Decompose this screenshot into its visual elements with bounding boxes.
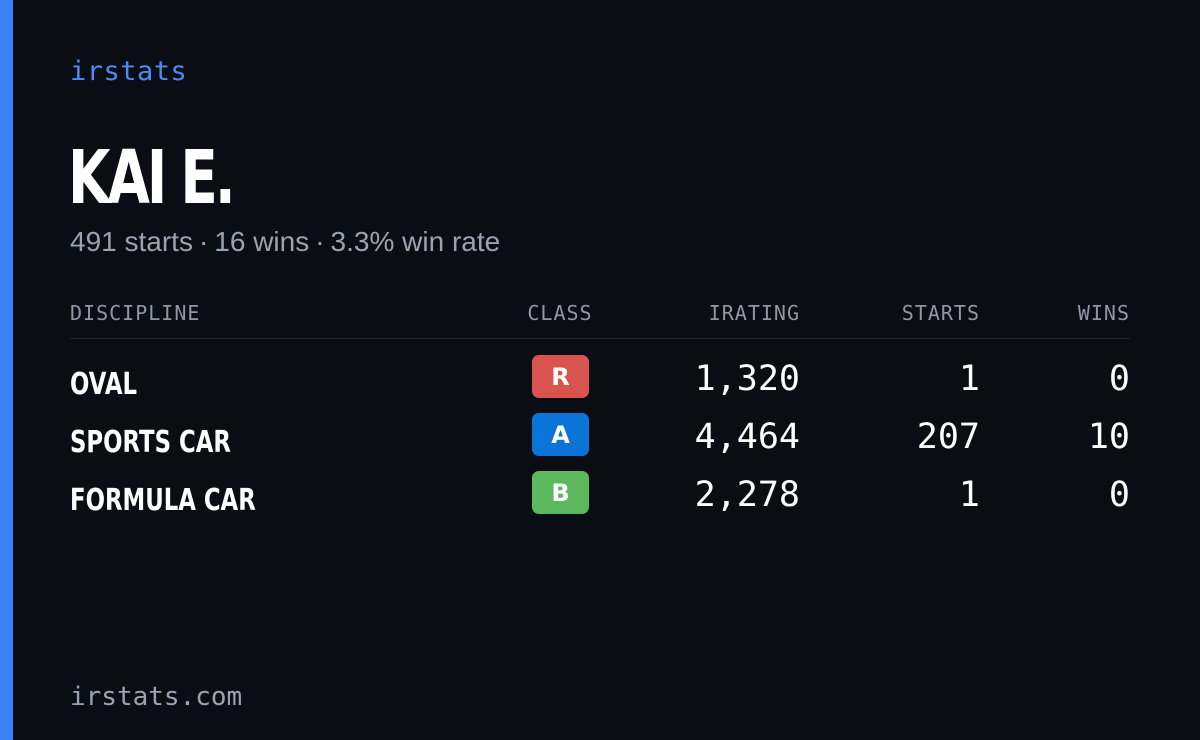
class-badge: R [532,355,589,398]
starts-value: 207 [916,417,980,457]
wins-value: 10 [1087,417,1130,457]
discipline-name: SPORTS CAR [70,425,231,460]
player-name: KAI E. [68,135,236,221]
wins-value: 0 [1108,475,1130,515]
summary-separator: · [315,226,325,257]
accent-bar [0,0,13,740]
class-badge: A [532,413,589,456]
starts-value: 1 [958,359,980,399]
table-header-row: DISCIPLINE CLASS IRATING STARTS WINS [70,300,1130,339]
header-starts: STARTS [901,301,980,325]
discipline-name: FORMULA CAR [70,483,256,518]
win-rate: 3.3% win rate [330,226,501,257]
table-row: SPORTS CAR A 4,464 207 10 [70,413,1130,471]
starts-count: 491 starts [70,226,193,257]
brand-logo-text: irstats [70,56,188,87]
wins-value: 0 [1108,359,1130,399]
discipline-stats-table: DISCIPLINE CLASS IRATING STARTS WINS OVA… [70,300,1130,529]
discipline-name: OVAL [70,367,138,402]
wins-count: 16 wins [214,226,310,257]
irating-value: 4,464 [694,417,800,457]
table-row: FORMULA CAR B 2,278 1 0 [70,471,1130,529]
starts-value: 1 [958,475,980,515]
header-class: CLASS [527,301,593,325]
footer-url: irstats.com [70,682,243,712]
class-badge: B [532,471,589,514]
header-irating: IRATING [708,301,800,325]
header-discipline: DISCIPLINE [70,301,201,325]
player-summary: 491 starts · 16 wins · 3.3% win rate [70,226,500,258]
irating-value: 2,278 [694,475,800,515]
table-row: OVAL R 1,320 1 0 [70,355,1130,413]
header-wins: WINS [1077,301,1130,325]
irating-value: 1,320 [694,359,800,399]
summary-separator: · [198,226,209,257]
